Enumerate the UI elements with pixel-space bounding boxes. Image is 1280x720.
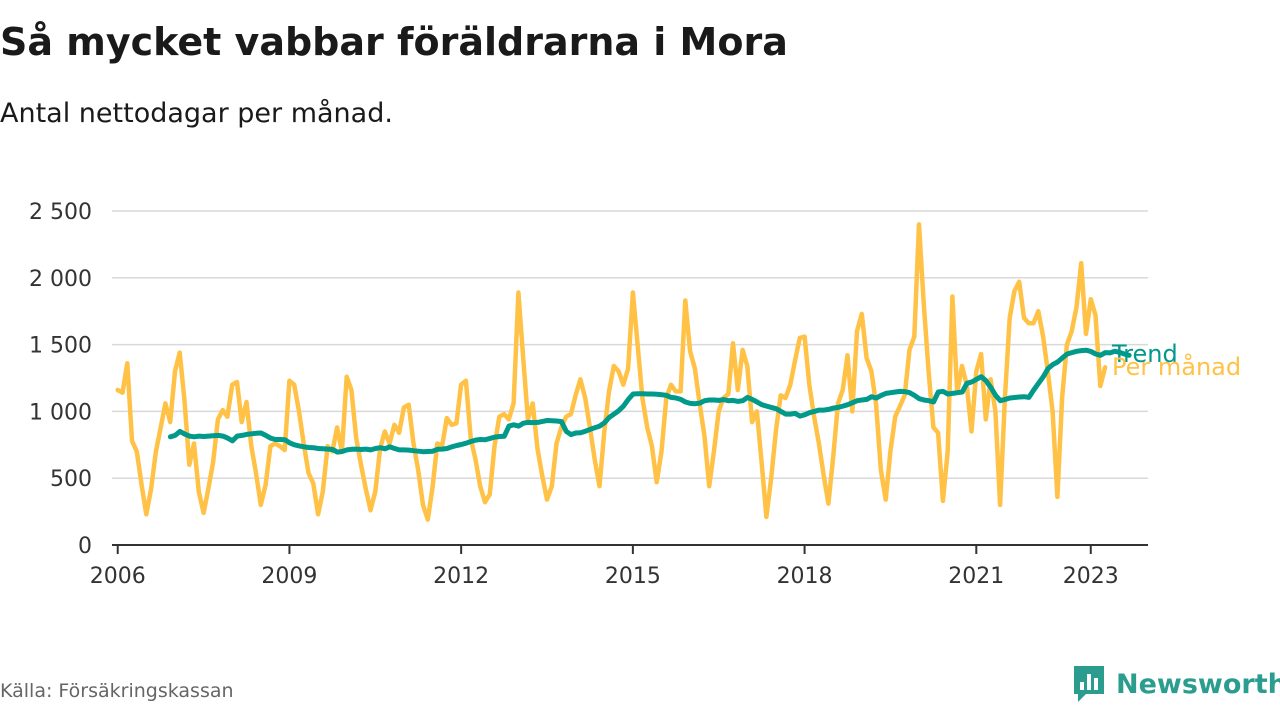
y-tick-label: 2 000 xyxy=(29,267,92,292)
x-tick-label: 2012 xyxy=(433,564,489,589)
source-note: Källa: Försäkringskassan xyxy=(0,680,234,702)
x-tick-label: 2009 xyxy=(261,564,317,589)
axes: 0 500 1 000 1 500 2 000 2 500 2006 2009 2012 2015… xyxy=(29,200,1148,589)
series-label-monthly: Per månad xyxy=(1112,352,1241,381)
series-label-trend: Trend xyxy=(1111,340,1178,368)
series-lines xyxy=(115,222,1132,522)
brand-name: Newsworthy xyxy=(1116,668,1280,700)
monthly-line xyxy=(115,222,1108,522)
y-tick-label: 2 500 xyxy=(29,200,92,225)
y-tick-label: 0 xyxy=(78,534,92,559)
x-tick-label: 2006 xyxy=(90,564,146,589)
trend-line xyxy=(167,347,1132,455)
chart-subtitle: Antal nettodagar per månad. xyxy=(0,98,393,129)
x-tick-label: 2021 xyxy=(948,564,1004,589)
x-tick-label: 2023 xyxy=(1063,564,1119,589)
y-tick-label: 1 500 xyxy=(29,334,92,359)
brand-logo: Newsworthy xyxy=(1072,664,1280,704)
y-tick-label: 1 000 xyxy=(29,400,92,425)
x-tick-label: 2015 xyxy=(605,564,661,589)
bar-chart-chat-icon xyxy=(1074,666,1104,702)
x-tick-label: 2018 xyxy=(777,564,833,589)
chart-title: Så mycket vabbar föräldrarna i Mora xyxy=(0,20,788,64)
y-tick-label: 500 xyxy=(50,467,92,492)
